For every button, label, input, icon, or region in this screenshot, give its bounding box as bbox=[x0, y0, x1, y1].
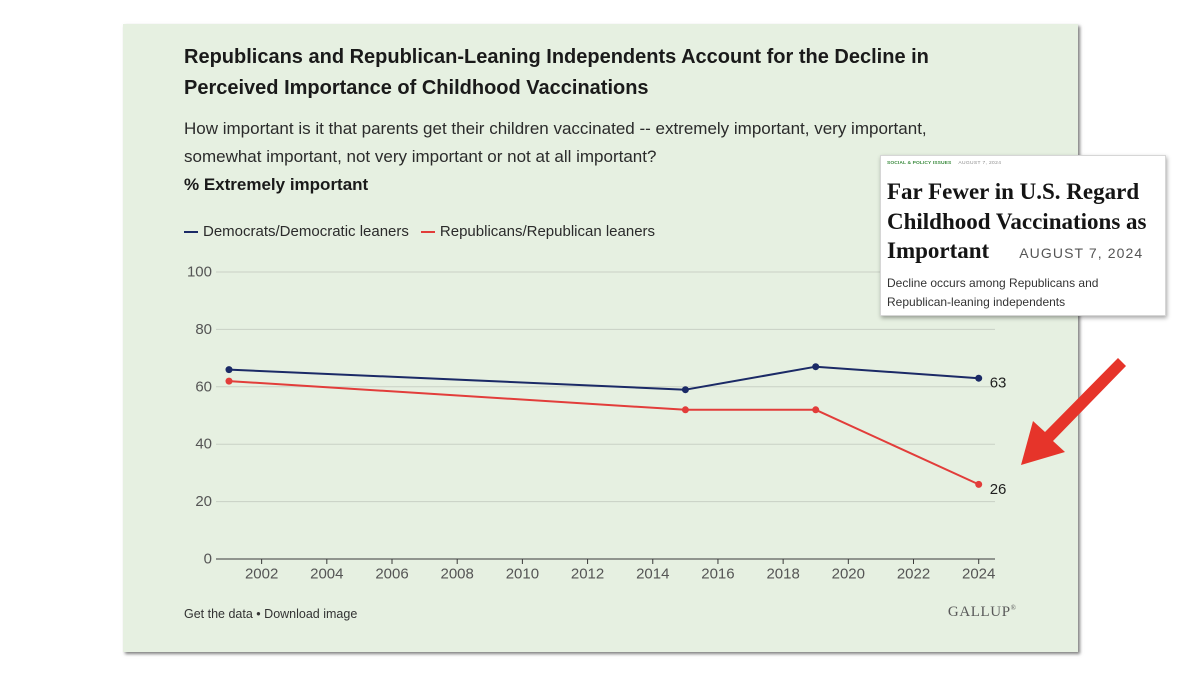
legend-swatch-republicans bbox=[420, 231, 435, 233]
legend-item-democrats: Democrats/Democratic leaners bbox=[184, 222, 409, 242]
x-tick-label-2010: 2010 bbox=[506, 566, 539, 583]
line-republicans bbox=[228, 380, 980, 486]
end-label-democrats: 63 bbox=[990, 375, 1007, 392]
article-description: Decline occurs among Republicans and Rep… bbox=[887, 276, 1099, 309]
article-headline: Far Fewer in U.S. Regard Childhood Vacci… bbox=[887, 177, 1165, 269]
download-image-link[interactable]: Download image bbox=[264, 607, 358, 621]
chart-footer: Get the data • Download image bbox=[184, 606, 357, 622]
x-tick-label-2014: 2014 bbox=[636, 566, 669, 583]
x-tick-label-2008: 2008 bbox=[441, 566, 474, 583]
x-tick-label-2002: 2002 bbox=[245, 566, 278, 583]
article-date: AUGUST 7, 2024 bbox=[1019, 245, 1144, 261]
end-label-republicans: 26 bbox=[990, 481, 1007, 498]
x-tick-label-2018: 2018 bbox=[766, 566, 799, 583]
article-headline-text: Far Fewer in U.S. Regard Childhood Vacci… bbox=[887, 179, 1147, 263]
chart-title: Republicans and Republican-Leaning Indep… bbox=[184, 46, 929, 99]
legend-item-republicans: Republicans/Republican leaners bbox=[420, 222, 656, 242]
point-democrats-2019 bbox=[812, 363, 820, 371]
x-tick-label-2016: 2016 bbox=[701, 566, 734, 583]
point-republicans-2001 bbox=[225, 377, 233, 385]
logo-text: GALLUP bbox=[947, 604, 1011, 620]
y-tick-label-100: 100 bbox=[187, 264, 212, 281]
line-democrats bbox=[228, 365, 980, 391]
gallup-logo: GALLUP® bbox=[948, 603, 1016, 623]
legend-swatch-democrats bbox=[184, 231, 198, 233]
point-democrats-2024 bbox=[975, 374, 983, 382]
chart-legend: Democrats/Democratic leaners Republicans… bbox=[184, 222, 655, 242]
line-chart: 0 20 40 60 80 100 2002 2004 2006 2008 2010 2012 2014… bbox=[187, 264, 1007, 583]
chart-measure-label: % Extremely important bbox=[184, 175, 369, 194]
chart-card: Republicans and Republican-Leaning Indep… bbox=[123, 24, 1078, 652]
registered-mark: ® bbox=[1010, 604, 1016, 612]
chart-question: How important is it that parents get the… bbox=[184, 119, 927, 166]
article-kicker-date: AUGUST 7, 2024 bbox=[958, 160, 1002, 166]
y-tick-label-20: 20 bbox=[195, 493, 212, 510]
y-axis: 0 20 40 60 80 100 bbox=[187, 264, 212, 568]
x-tick-label-2022: 2022 bbox=[897, 566, 930, 583]
article-kicker: SOCIAL & POLICY ISSUES AUGUST 7, 2024 bbox=[887, 159, 1001, 167]
point-republicans-2024 bbox=[975, 480, 983, 488]
legend-label-republicans: Republicans/Republican leaners bbox=[439, 223, 656, 240]
get-the-data-link[interactable]: Get the data bbox=[184, 607, 253, 621]
y-tick-label-0: 0 bbox=[204, 551, 212, 568]
y-tick-label-80: 80 bbox=[195, 321, 212, 338]
x-tick-label-2020: 2020 bbox=[832, 566, 865, 583]
x-tick-label-2012: 2012 bbox=[571, 566, 604, 583]
x-tick-label-2004: 2004 bbox=[310, 566, 343, 583]
x-tick-label-2006: 2006 bbox=[375, 566, 408, 583]
x-tick-label-2024: 2024 bbox=[962, 566, 995, 583]
series-republicans: 26 bbox=[225, 377, 1007, 498]
y-tick-label-40: 40 bbox=[195, 436, 212, 453]
footer-separator: • bbox=[256, 607, 261, 621]
article-category: SOCIAL & POLICY ISSUES bbox=[887, 160, 952, 166]
legend-label-democrats: Democrats/Democratic leaners bbox=[203, 223, 409, 240]
point-democrats-2001 bbox=[225, 366, 233, 374]
point-democrats-2015 bbox=[681, 386, 689, 394]
x-axis: 2002 2004 2006 2008 2010 2012 2014 2016 2018 2020… bbox=[216, 558, 995, 583]
point-republicans-2019 bbox=[812, 406, 820, 414]
series-democrats: 63 bbox=[225, 363, 1007, 394]
article-preview-card[interactable]: SOCIAL & POLICY ISSUES AUGUST 7, 2024 Far… bbox=[880, 155, 1166, 316]
point-republicans-2015 bbox=[681, 406, 689, 414]
y-tick-label-60: 60 bbox=[195, 378, 212, 395]
